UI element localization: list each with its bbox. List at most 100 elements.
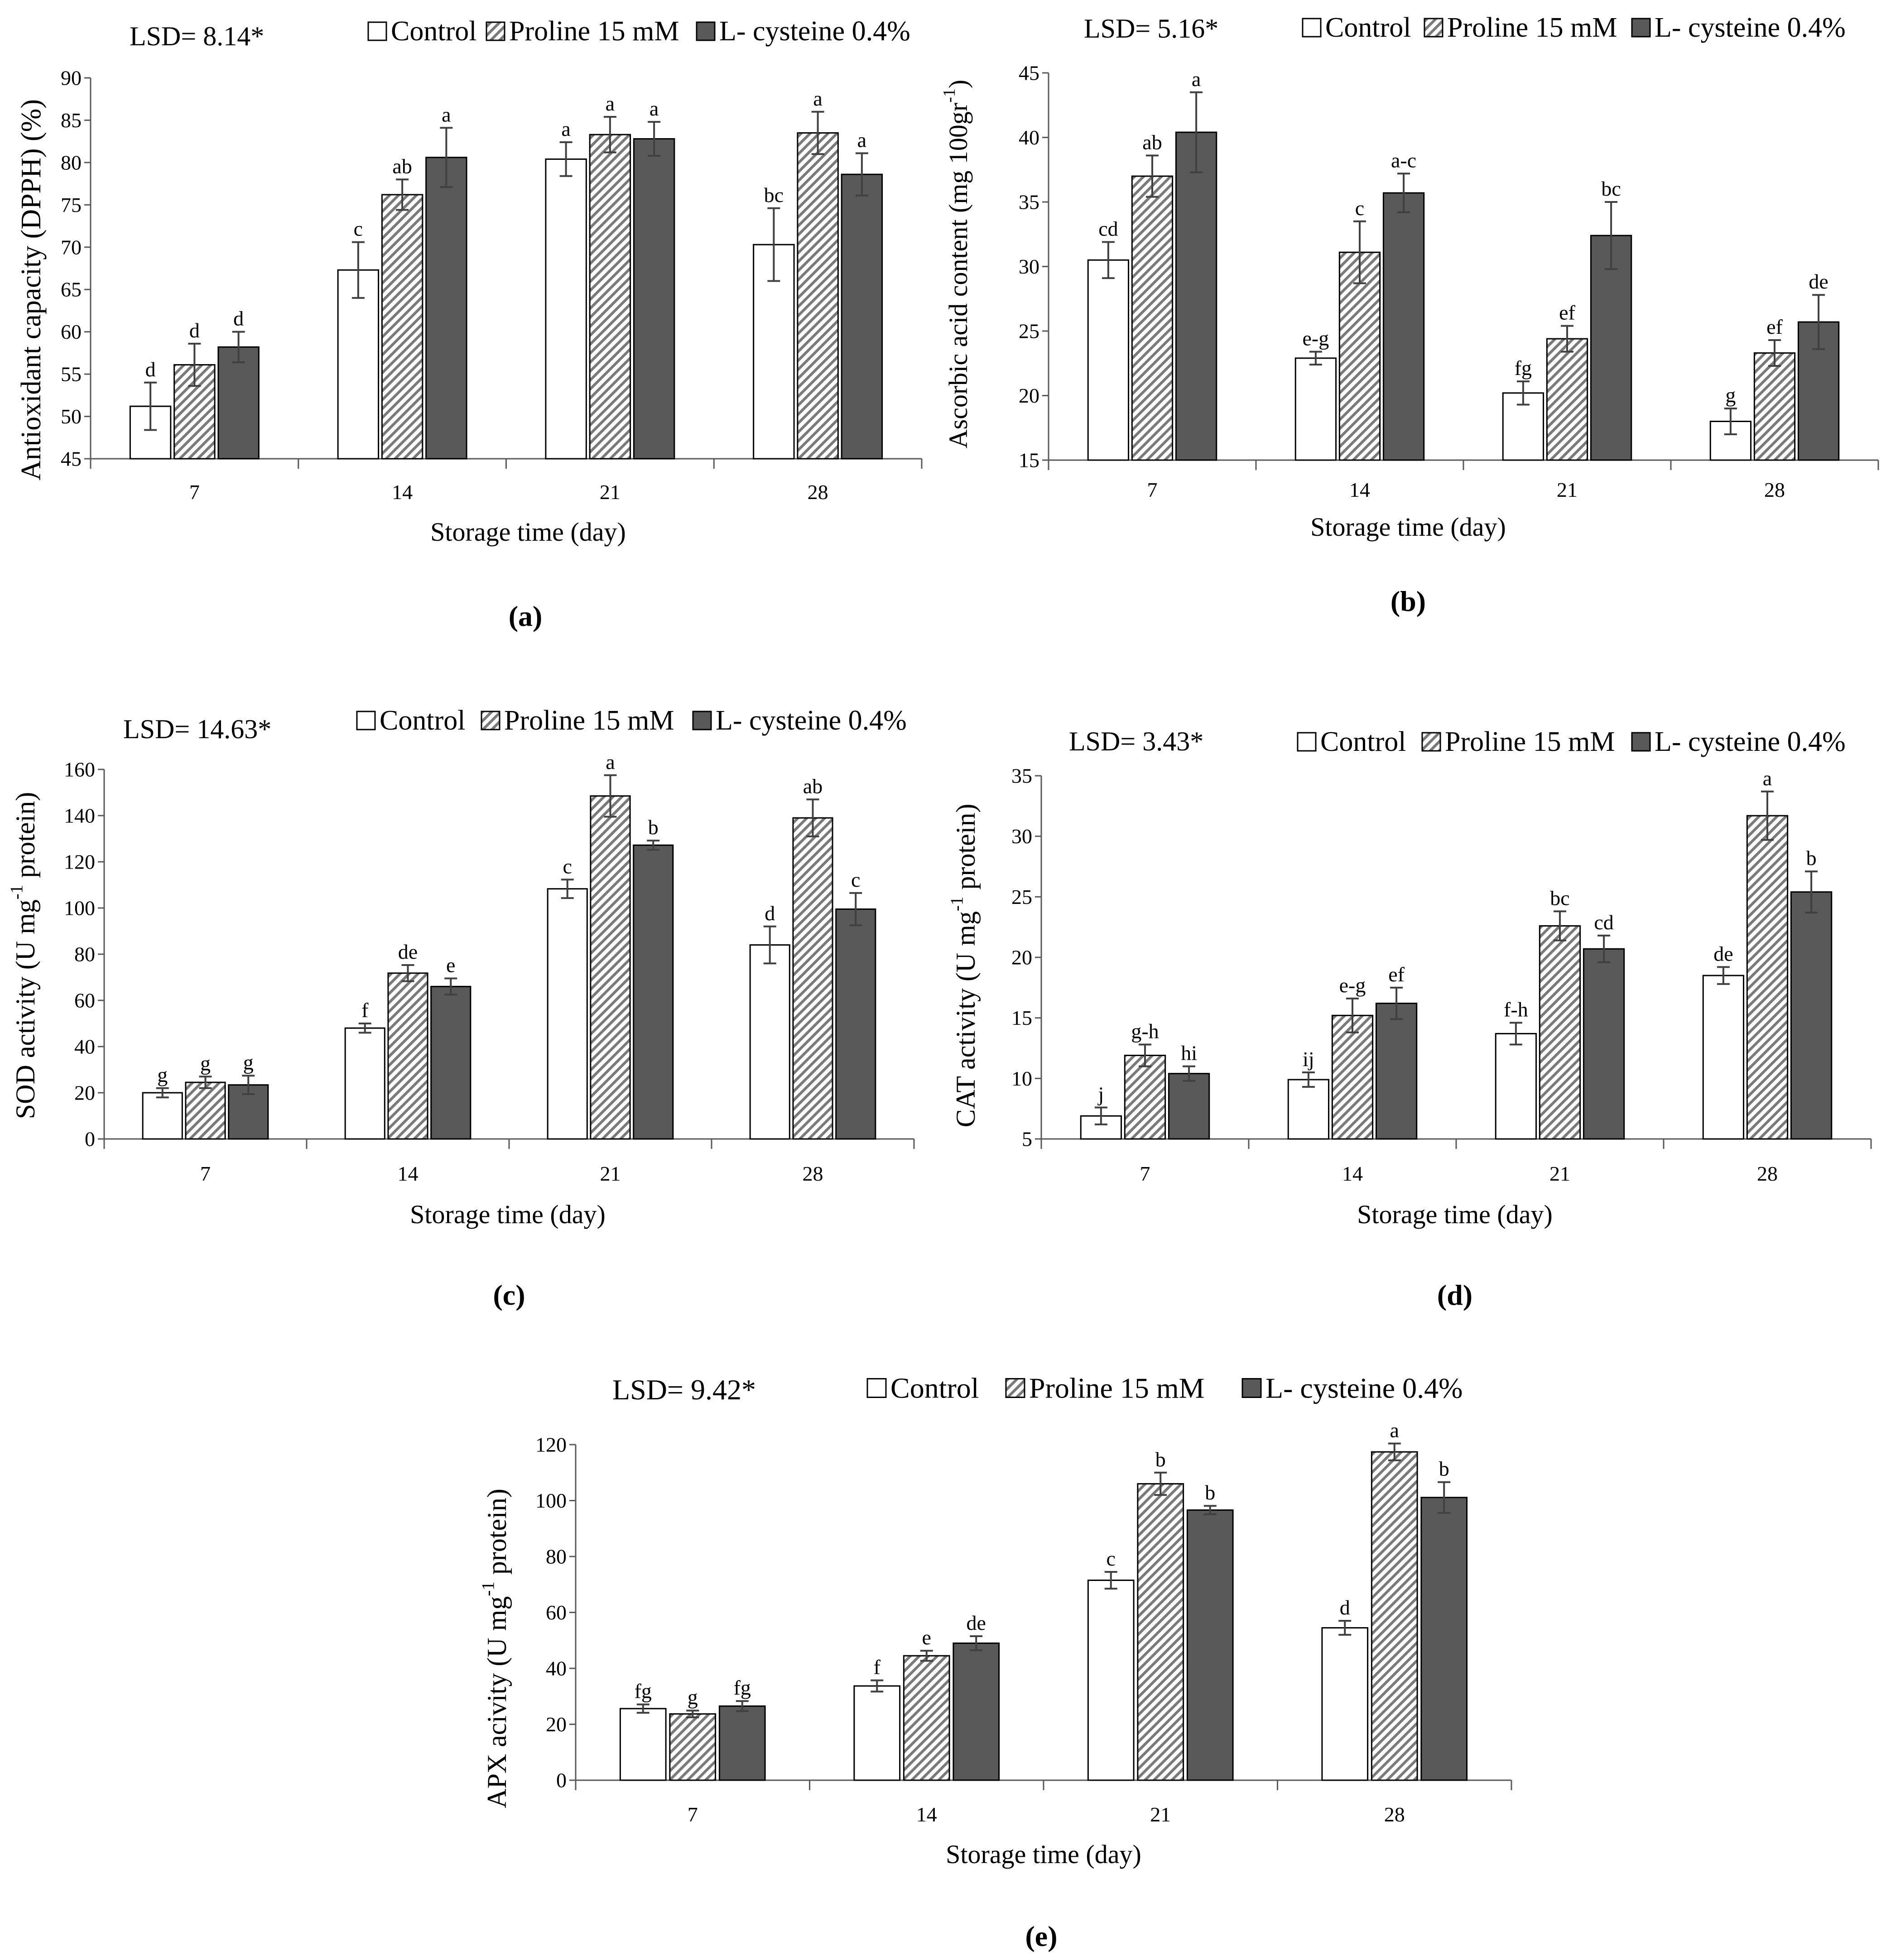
legend-label-b-cysteine: L- cysteine 0.4% [1655,12,1846,43]
bar-c-proline-day-28 [792,817,833,1140]
significance-letter-e-control-day-14: f [874,1656,881,1679]
lsd-label-e: LSD= 9.42* [612,1374,756,1406]
legend-label-c-control: Control [380,705,465,736]
y-tick-label-c-5: 100 [64,897,95,920]
y-tick-label-b-0: 15 [1019,449,1039,472]
y-tick-label-a-2: 55 [61,363,82,386]
significance-letter-b-cysteine-day-7: a [1192,67,1201,91]
bar-d-control-day-14 [1287,1079,1330,1140]
significance-letter-d-control-day-28: de [1713,942,1733,965]
lsd-label-b: LSD= 5.16* [1084,14,1218,43]
legend-label-d-control: Control [1320,726,1406,757]
y-tick-label-c-4: 80 [74,943,95,966]
error-bar-e-control-day-7 [636,1703,650,1714]
error-bar-b-control-day-21 [1516,380,1530,406]
bar-e-cysteine-day-7 [718,1705,766,1781]
panel-a: LSD= 8.14* Control Proline 15 mM L- cystein… [16,16,923,632]
bar-d-cysteine-day-28 [1790,891,1833,1140]
y-tick-label-e-2: 40 [546,1657,567,1680]
x-tick-label-c-1: 14 [398,1162,419,1185]
bar-c-control-day-28 [749,944,790,1140]
error-bar-b-control-day-14 [1309,351,1322,366]
panel-label-d: (d) [1437,1279,1472,1311]
error-bar-c-control-day-14 [358,1023,371,1034]
error-bar-c-proline-day-7 [199,1076,212,1089]
legend-label-d-cysteine: L- cysteine 0.4% [1655,726,1846,757]
y-axis-title-end-b: ) [943,80,973,88]
bar-b-cysteine-day-21 [1590,235,1632,461]
significance-letter-b-proline-day-28: ef [1766,315,1783,338]
y-tick-label-a-3: 60 [61,320,82,343]
error-bar-d-cysteine-day-21 [1597,934,1611,963]
x-tick-label-e-1: 14 [916,1803,937,1826]
x-axis-title-b: Storage time (day) [1310,512,1506,542]
bar-a-cysteine-day-28 [841,173,883,460]
significance-letter-e-cysteine-day-7: fg [734,1676,751,1699]
x-tick-label-b-2: 21 [1557,478,1578,501]
y-tick-label-b-2: 25 [1019,320,1039,343]
significance-letter-a-cysteine-day-7: d [233,307,244,330]
error-bar-d-proline-day-21 [1554,910,1566,942]
panel-label-b: (b) [1390,585,1426,617]
error-bar-e-cysteine-day-28 [1438,1481,1451,1514]
significance-letter-c-proline-day-28: ab [803,774,823,797]
error-bar-b-proline-day-28 [1768,339,1781,367]
bar-d-cysteine-day-14 [1375,1003,1418,1140]
legend-label-c-cysteine: L- cysteine 0.4% [716,705,907,736]
significance-letter-b-control-day-14: e-g [1303,327,1329,350]
y-axis-title-main-d: CAT activity (U mg [951,911,981,1127]
legend-label-e-proline: Proline 15 mM [1029,1372,1205,1404]
y-tick-label-a-7: 80 [61,151,82,174]
y-axis-title-end-d: protein) [951,804,981,897]
significance-letter-b-cysteine-day-21: bc [1601,177,1621,200]
legend-swatch-b-proline [1424,18,1443,38]
significance-letter-c-proline-day-21: a [606,750,615,773]
x-tick-label-d-1: 14 [1342,1162,1363,1185]
error-bar-b-cysteine-day-21 [1605,201,1618,270]
y-axis-title-end-c: protein) [10,792,40,885]
error-bar-c-cysteine-day-7 [242,1075,255,1095]
significance-letter-c-cysteine-day-7: g [243,1051,254,1074]
legend-swatch-e-control [866,1378,887,1398]
significance-letter-d-cysteine-day-7: hi [1181,1042,1197,1065]
bar-e-cysteine-day-14 [953,1642,1000,1781]
y-tick-label-d-2: 15 [1011,1006,1032,1029]
significance-letter-e-control-day-7: fg [635,1680,652,1703]
error-bar-c-control-day-28 [763,925,776,965]
error-bar-b-proline-day-21 [1561,325,1573,353]
y-tick-label-a-1: 50 [61,405,82,428]
bar-e-cysteine-day-21 [1186,1509,1234,1781]
y-tick-label-a-0: 45 [61,447,82,471]
y-tick-label-d-1: 10 [1011,1067,1032,1090]
error-bar-d-cysteine-day-7 [1183,1065,1196,1082]
bar-b-proline-day-28 [1753,352,1796,461]
significance-letter-b-cysteine-day-14: a-c [1391,149,1416,172]
error-bar-d-cysteine-day-28 [1805,870,1818,914]
x-tick-label-c-2: 21 [600,1162,621,1185]
y-tick-label-e-4: 80 [546,1545,567,1568]
x-tick-label-a-1: 14 [392,480,413,504]
x-tick-label-b-1: 14 [1349,478,1370,501]
legend-swatch-b-cysteine [1631,18,1651,38]
error-bar-a-cysteine-day-21 [648,121,661,157]
significance-letter-c-control-day-21: c [563,855,572,878]
bar-b-proline-day-21 [1546,338,1588,461]
y-tick-label-e-3: 60 [546,1601,567,1624]
significance-letter-a-proline-day-28: a [813,87,822,110]
error-bar-b-cysteine-day-14 [1397,173,1410,213]
error-bar-c-cysteine-day-21 [647,840,660,851]
error-bar-e-control-day-21 [1104,1571,1117,1590]
x-tick-label-d-2: 21 [1549,1162,1570,1185]
y-tick-label-c-2: 40 [74,1035,95,1058]
bar-b-cysteine-day-7 [1175,131,1217,461]
error-bar-c-proline-day-28 [806,798,819,837]
y-tick-label-a-9: 90 [61,67,82,90]
y-axis-title-superscript-e: -1 [478,1581,498,1596]
significance-letter-b-cysteine-day-28: de [1809,270,1828,293]
bar-c-cysteine-day-14 [430,985,472,1140]
error-bar-d-control-day-7 [1094,1106,1107,1125]
bar-d-proline-day-28 [1746,815,1789,1140]
y-tick-label-d-3: 20 [1011,946,1032,969]
error-bar-c-proline-day-14 [401,964,414,982]
y-axis-title-main-e: APX acivity (U mg [482,1596,512,1808]
